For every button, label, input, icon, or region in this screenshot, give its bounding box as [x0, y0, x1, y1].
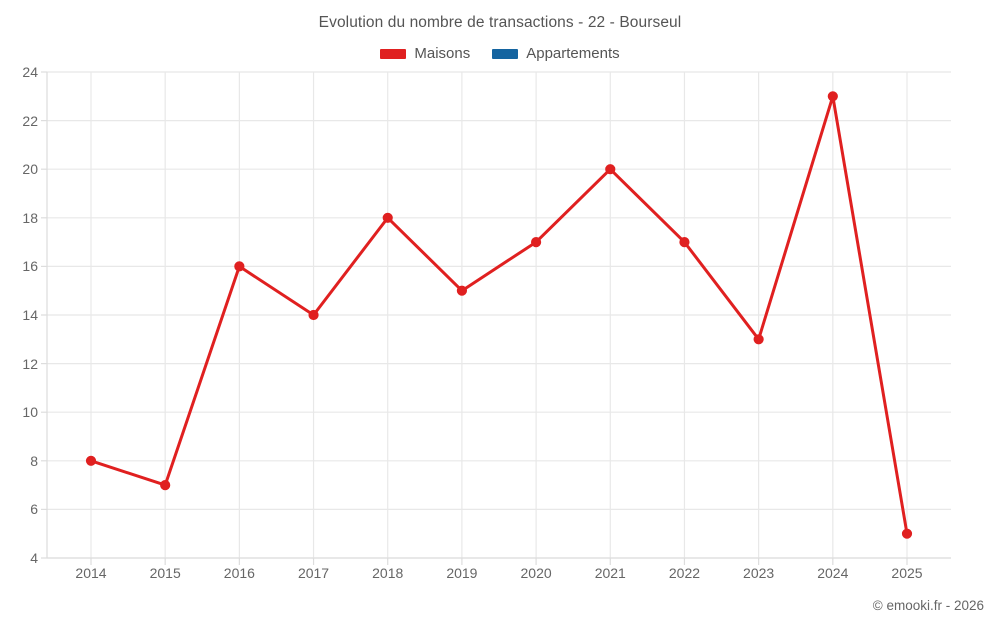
y-axis-tick-label: 20	[22, 161, 38, 178]
y-axis-tick-label: 12	[22, 355, 38, 372]
x-axis-tick-label: 2023	[743, 565, 775, 581]
data-point-marker[interactable]	[382, 212, 393, 223]
series-line-maisons	[89, 94, 909, 536]
x-axis-tick-label: 2021	[594, 565, 626, 581]
x-axis-tick-labels: 2014 2015 2016 2017 2018 2019 2020 2021 2022 2023…	[47, 565, 951, 589]
data-point-marker[interactable]	[160, 480, 171, 491]
data-point-marker[interactable]	[827, 91, 838, 102]
plot-area	[41, 71, 951, 565]
legend-swatch-icon	[492, 48, 519, 59]
x-axis-tick-label: 2016	[223, 565, 255, 581]
x-axis-tick-label: 2024	[817, 565, 849, 581]
data-point-marker[interactable]	[234, 261, 245, 272]
chart-legend: Maisons Appartements	[0, 45, 1000, 62]
legend-label: Appartements	[526, 45, 620, 62]
chart-title: Evolution du nombre de transactions - 22…	[318, 14, 682, 31]
y-axis-tick-labels: 4 6 8 10 12 14 16 18 20 22 24	[0, 64, 38, 566]
legend-swatch-icon	[380, 48, 407, 59]
y-axis-tick-label: 10	[22, 404, 38, 421]
plot-svg	[41, 71, 951, 565]
legend-label: Maisons	[414, 45, 471, 62]
y-axis-tick-label: 16	[22, 258, 38, 275]
footer-credit: © emooki.fr - 2026	[872, 598, 984, 613]
x-axis-tick-label: 2025	[891, 565, 923, 581]
data-point-marker[interactable]	[605, 164, 616, 175]
x-axis-tick-label: 2017	[297, 565, 330, 581]
legend-item-appartements[interactable]: Appartements	[492, 45, 620, 62]
data-point-marker[interactable]	[456, 285, 468, 296]
data-point-marker[interactable]	[679, 237, 690, 248]
data-point-marker[interactable]	[753, 334, 764, 345]
x-axis-tick-label: 2018	[372, 565, 404, 581]
x-axis-tick-label: 2020	[520, 565, 552, 581]
data-point-marker[interactable]	[530, 237, 542, 248]
y-axis-tick-label: 18	[22, 209, 38, 226]
x-axis-tick-label: 2014	[75, 565, 107, 581]
y-axis-tick-label: 14	[22, 307, 38, 323]
y-axis-tick-label: 22	[22, 112, 38, 129]
x-axis-tick-label: 2019	[446, 565, 478, 581]
legend-item-maisons[interactable]: Maisons	[380, 45, 470, 62]
data-point-marker[interactable]	[901, 528, 913, 539]
y-axis-tick-label: 4	[30, 550, 38, 566]
y-axis-tick-label: 6	[30, 501, 38, 518]
y-axis-tick-label: 24	[22, 64, 38, 80]
data-point-marker[interactable]	[308, 309, 319, 321]
x-axis-tick-label: 2022	[668, 565, 701, 581]
x-axis-tick-label: 2015	[149, 565, 181, 581]
data-point-marker[interactable]	[85, 455, 97, 466]
y-axis-tick-label: 8	[30, 452, 38, 469]
